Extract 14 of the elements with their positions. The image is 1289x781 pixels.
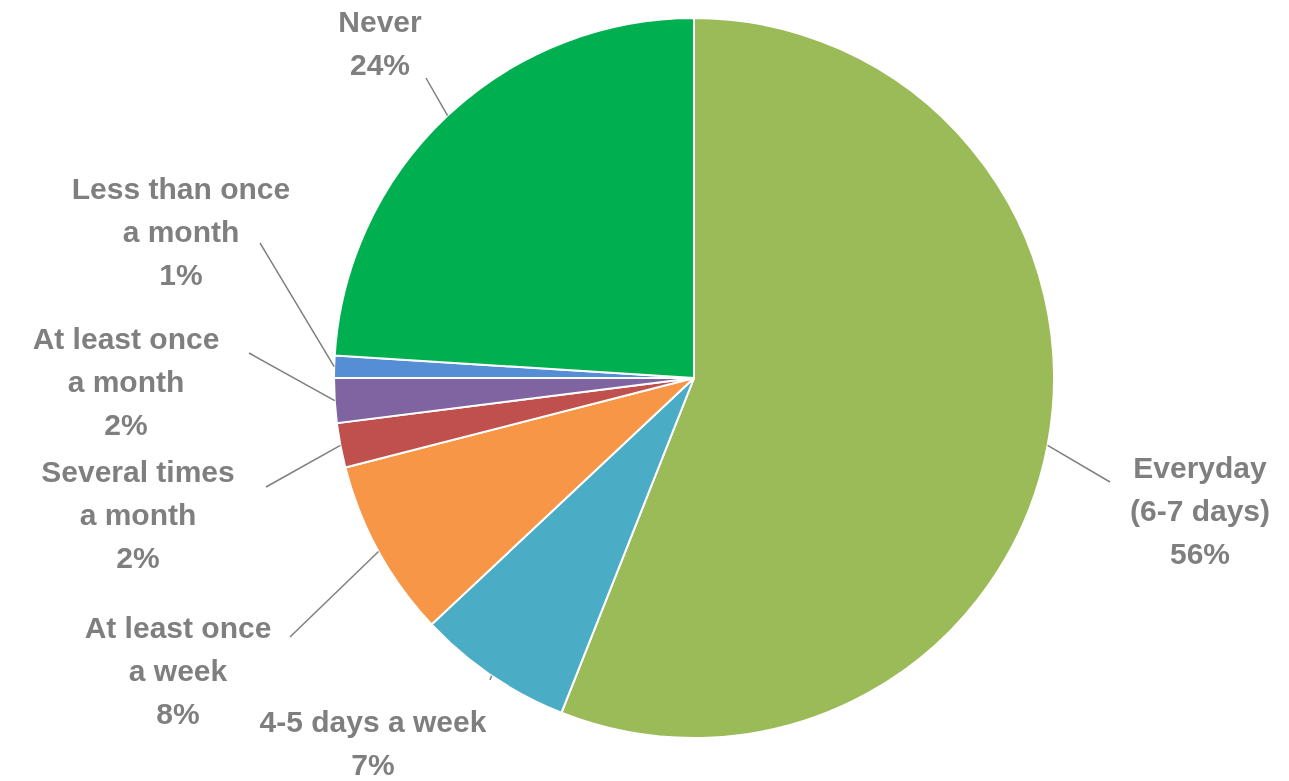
- slice-label: Never: [338, 4, 423, 38]
- slice-label: Several times a month: [41, 454, 235, 531]
- slice-label: Everyday (6-7 days): [1129, 450, 1271, 527]
- slice-label: At least once a week: [84, 610, 272, 687]
- data-label: 56%: [1169, 536, 1231, 570]
- data-label: 2%: [104, 407, 148, 441]
- data-label: 8%: [156, 696, 200, 730]
- data-label: 24%: [349, 47, 411, 81]
- slice-label: 4-5 days a week: [259, 704, 487, 738]
- data-label: 1%: [159, 257, 203, 291]
- slice-label: Less than once a month: [71, 171, 291, 248]
- data-label: 7%: [351, 747, 395, 781]
- data-label: 2%: [116, 540, 160, 574]
- slice-label: At least once a month: [32, 321, 220, 398]
